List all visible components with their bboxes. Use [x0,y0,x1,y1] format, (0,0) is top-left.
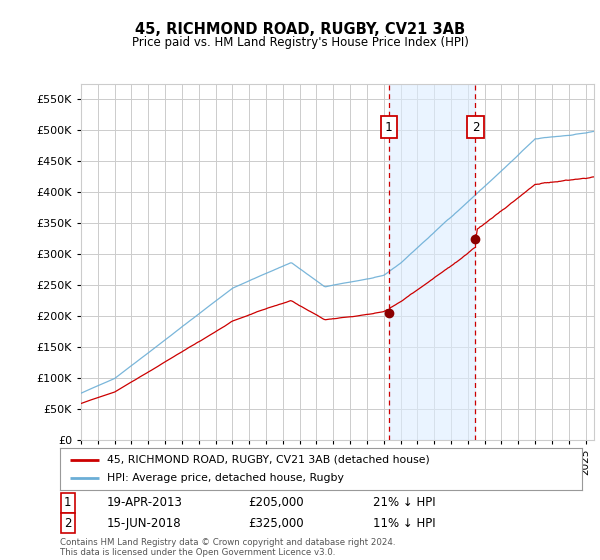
Text: HPI: Average price, detached house, Rugby: HPI: Average price, detached house, Rugb… [107,473,344,483]
Bar [389,84,475,440]
Text: 45, RICHMOND ROAD, RUGBY, CV21 3AB (detached house): 45, RICHMOND ROAD, RUGBY, CV21 3AB (deta… [107,455,430,465]
Text: 45, RICHMOND ROAD, RUGBY, CV21 3AB: 45, RICHMOND ROAD, RUGBY, CV21 3AB [135,22,465,38]
Text: 2: 2 [64,516,71,530]
Text: £205,000: £205,000 [248,496,304,510]
Text: Contains HM Land Registry data © Crown copyright and database right 2024.
This d: Contains HM Land Registry data © Crown c… [60,538,395,557]
Text: Price paid vs. HM Land Registry's House Price Index (HPI): Price paid vs. HM Land Registry's House … [131,36,469,49]
Text: 1: 1 [385,121,392,134]
Text: 15-JUN-2018: 15-JUN-2018 [107,516,182,530]
Text: 21% ↓ HPI: 21% ↓ HPI [373,496,436,510]
Text: 2: 2 [472,121,479,134]
Text: 1: 1 [64,496,71,510]
Text: £325,000: £325,000 [248,516,304,530]
Text: 19-APR-2013: 19-APR-2013 [107,496,183,510]
Text: 11% ↓ HPI: 11% ↓ HPI [373,516,436,530]
